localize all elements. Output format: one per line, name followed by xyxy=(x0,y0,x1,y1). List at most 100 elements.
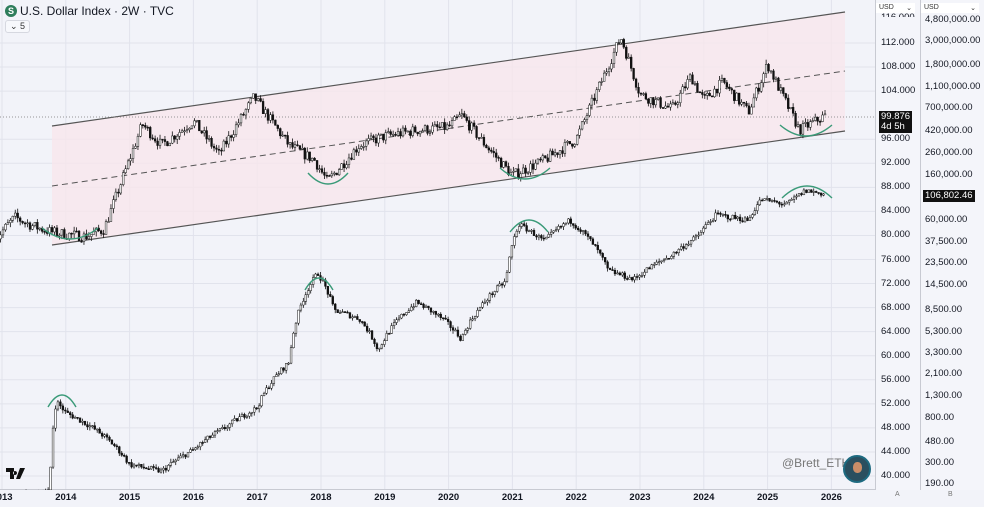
btc-candle xyxy=(250,411,253,417)
dxy-candle xyxy=(330,170,333,178)
dxy-candle xyxy=(365,138,368,151)
btc-candle xyxy=(665,255,668,261)
btc-candle xyxy=(397,315,401,322)
btc-candle xyxy=(410,303,413,312)
currency-select-b[interactable]: USD ⌄ xyxy=(921,3,979,13)
btc-candle xyxy=(581,229,585,236)
btc-candle xyxy=(670,254,673,260)
dxy-candle xyxy=(821,111,824,123)
btc-candle xyxy=(586,231,590,241)
dxy-candle xyxy=(607,66,611,77)
btc-candle xyxy=(795,193,798,200)
btc-candle xyxy=(127,461,131,466)
dxy-candle xyxy=(38,227,41,232)
dxy-candle xyxy=(394,131,397,137)
dxy-candle xyxy=(539,157,542,163)
btc-candle xyxy=(640,271,644,278)
dxy-candle xyxy=(217,145,221,155)
bottom-arc[interactable] xyxy=(41,227,99,240)
dxy-candle xyxy=(571,143,574,149)
channel-lower-line[interactable] xyxy=(51,130,846,246)
dxy-candle xyxy=(686,75,689,90)
chart-header[interactable]: S U.S. Dollar Index · 2W · TVC xyxy=(5,4,174,18)
left-axis-tick: 64.000 xyxy=(881,325,911,337)
btc-candle xyxy=(454,327,457,332)
btc-candle xyxy=(405,312,408,316)
channel-mid-line[interactable] xyxy=(51,70,846,187)
tradingview-logo[interactable] xyxy=(6,468,28,483)
dxy-candle xyxy=(114,188,118,202)
bottom-arc[interactable] xyxy=(779,124,833,137)
channel-upper-line[interactable] xyxy=(51,11,846,127)
dxy-candle xyxy=(391,130,395,137)
top-arc[interactable] xyxy=(47,394,77,408)
btc-candle xyxy=(810,189,813,193)
scale-b-button[interactable]: B xyxy=(948,491,953,498)
price-axis-left[interactable]: USD⌄ 116.000112.000108.000104.00096.0009… xyxy=(875,0,921,490)
dxy-candle xyxy=(362,142,365,151)
left-axis-tick: 80.000 xyxy=(881,229,911,241)
dxy-candle xyxy=(600,77,603,86)
btc-candle xyxy=(711,218,715,223)
indicators-collapse-button[interactable]: ⌄ 5 xyxy=(5,20,31,33)
btc-candle xyxy=(150,465,153,470)
dxy-candle xyxy=(271,111,275,124)
dxy-candle xyxy=(674,100,677,106)
dxy-candle xyxy=(774,76,778,80)
btc-candle xyxy=(358,319,361,324)
btc-candle xyxy=(805,189,808,194)
btc-candle xyxy=(770,199,774,203)
btc-candle xyxy=(98,427,101,434)
dxy-candle xyxy=(497,155,500,162)
btc-candle xyxy=(78,417,82,424)
dxy-candle xyxy=(379,133,383,137)
tradingview-logo-icon xyxy=(6,468,25,479)
btc-candle xyxy=(648,266,651,270)
btc-candle xyxy=(746,216,749,222)
right-axis-tick: 8,500.00 xyxy=(925,303,962,315)
dxy-candle xyxy=(163,136,167,146)
dxy-candle xyxy=(99,229,103,237)
time-axis-tick: 2021 xyxy=(501,492,523,503)
btc-candle xyxy=(635,273,639,281)
bottom-arc[interactable] xyxy=(499,167,551,180)
btc-candle xyxy=(243,412,246,420)
btc-candle xyxy=(459,334,462,342)
btc-candle xyxy=(461,333,464,341)
dxy-candle xyxy=(561,146,564,157)
dxy-candle xyxy=(762,71,765,88)
dxy-candle xyxy=(399,128,402,139)
dxy-candle xyxy=(134,143,137,150)
dxy-candle xyxy=(637,82,640,98)
btc-candle xyxy=(125,454,128,465)
dxy-candle xyxy=(149,125,152,141)
dxy-candle xyxy=(701,89,704,99)
btc-candle xyxy=(221,424,224,430)
top-arc[interactable] xyxy=(781,185,833,199)
top-arc[interactable] xyxy=(509,219,549,233)
top-arc[interactable] xyxy=(304,277,334,291)
dxy-candle xyxy=(652,97,655,109)
btc-candle xyxy=(260,394,263,408)
btc-candle xyxy=(154,464,158,470)
btc-candle xyxy=(638,274,641,280)
scale-a-button[interactable]: A xyxy=(895,491,900,498)
dxy-candle xyxy=(823,110,827,116)
btc-candle xyxy=(159,467,163,474)
dxy-candle xyxy=(526,170,530,176)
btc-candle xyxy=(680,243,683,251)
price-axis-right[interactable]: USD ⌄ 4,800,000.00 3,000,000.00 1,800,000.0… xyxy=(920,0,984,490)
btc-candle xyxy=(216,428,219,434)
dxy-candle xyxy=(335,172,338,176)
btc-candle xyxy=(245,414,249,419)
currency-select-a[interactable]: USD ⌄ xyxy=(876,3,915,13)
bottom-arc[interactable] xyxy=(307,172,349,185)
dxy-candle xyxy=(627,53,630,59)
btc-candle xyxy=(186,452,190,458)
chart-canvas[interactable] xyxy=(0,0,875,490)
dxy-candle xyxy=(710,95,714,98)
left-axis-tick: 52.000 xyxy=(881,397,911,409)
dxy-candle xyxy=(531,159,535,175)
dxy-candle xyxy=(764,59,768,78)
time-axis-tick: 2019 xyxy=(374,492,396,503)
